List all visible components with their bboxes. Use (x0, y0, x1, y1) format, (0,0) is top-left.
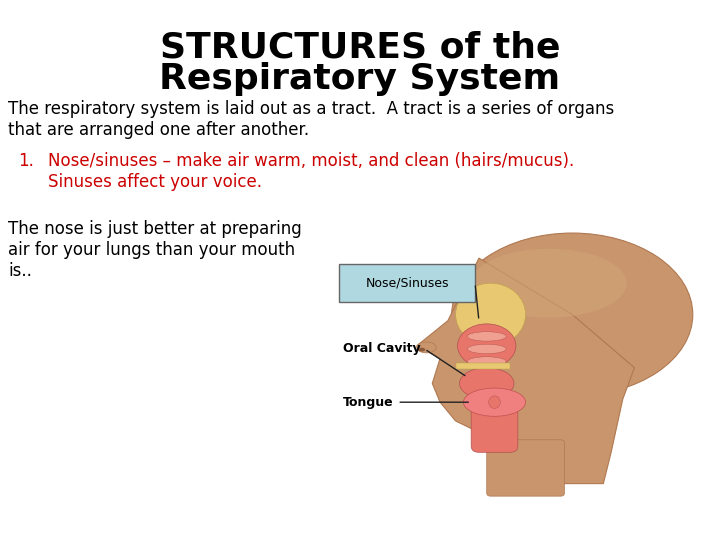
Bar (456, 363, 510, 369)
Text: Respiratory System: Respiratory System (159, 62, 561, 96)
Ellipse shape (459, 368, 514, 399)
Text: 1.: 1. (18, 152, 34, 170)
PathPatch shape (417, 258, 634, 484)
FancyBboxPatch shape (339, 265, 475, 302)
Ellipse shape (489, 396, 500, 408)
Text: Nose/Sinuses: Nose/Sinuses (365, 276, 449, 289)
Ellipse shape (467, 345, 506, 354)
Ellipse shape (467, 332, 506, 341)
Ellipse shape (471, 249, 626, 318)
Text: Tongue: Tongue (343, 396, 394, 409)
Ellipse shape (417, 342, 436, 353)
Ellipse shape (456, 283, 526, 346)
Text: Nose/sinuses – make air warm, moist, and clean (hairs/mucus).
Sinuses affect you: Nose/sinuses – make air warm, moist, and… (48, 152, 575, 191)
Text: STRUCTURES of the: STRUCTURES of the (160, 30, 560, 64)
Text: Oral Cavity: Oral Cavity (343, 342, 420, 355)
Ellipse shape (467, 357, 506, 366)
Text: The respiratory system is laid out as a tract.  A tract is a series of organs
th: The respiratory system is laid out as a … (8, 100, 614, 139)
Ellipse shape (458, 324, 516, 368)
FancyBboxPatch shape (487, 440, 564, 496)
Text: The nose is just better at preparing
air for your lungs than your mouth
is..: The nose is just better at preparing air… (8, 220, 302, 280)
FancyBboxPatch shape (471, 396, 518, 453)
Ellipse shape (418, 348, 426, 352)
Ellipse shape (451, 233, 693, 396)
Ellipse shape (464, 388, 526, 416)
